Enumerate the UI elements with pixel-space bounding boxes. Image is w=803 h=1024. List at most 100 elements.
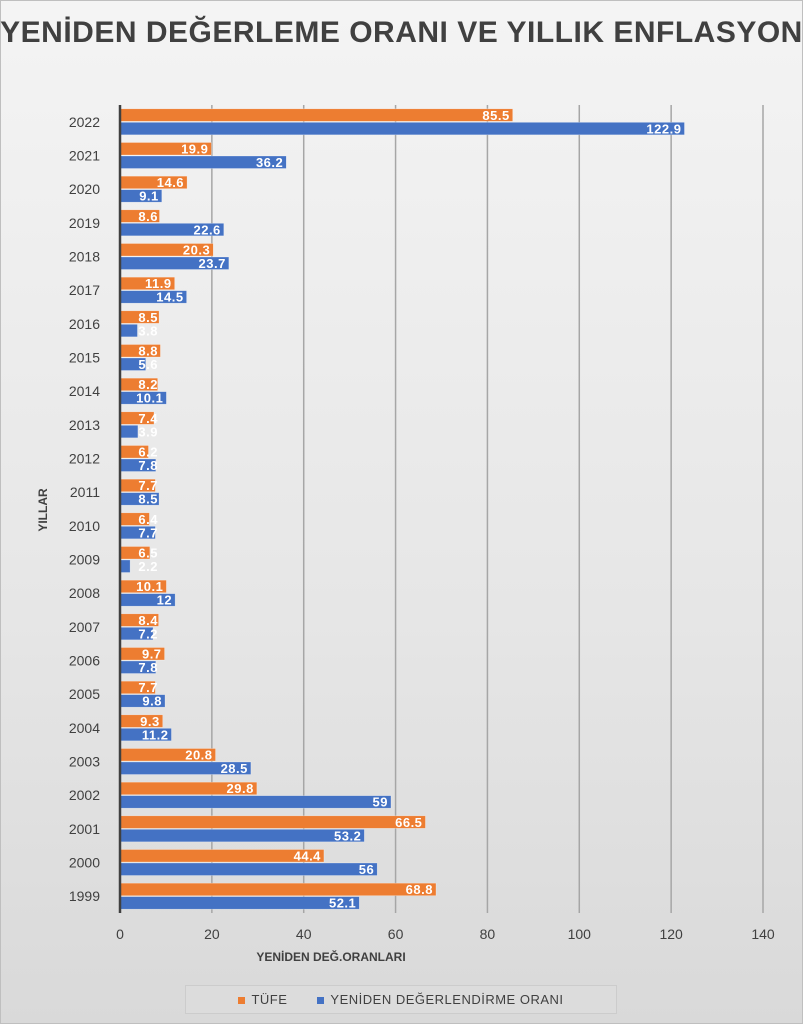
data-label: 36.2 [256, 155, 283, 170]
legend-label: YENİDEN DEĞERLENDİRME ORANI [330, 992, 564, 1007]
y-tick-label: 2021 [69, 148, 100, 164]
y-tick-label: 2013 [69, 417, 100, 433]
x-tick-label: 20 [204, 926, 220, 942]
data-label: 9.8 [142, 694, 162, 709]
data-label: 20.8 [185, 748, 212, 763]
x-tick-label: 140 [751, 926, 775, 942]
y-tick-label: 2000 [69, 855, 100, 871]
y-tick-label: 2011 [70, 484, 100, 500]
data-label: 11.9 [145, 276, 172, 291]
data-label: 7.4 [138, 411, 158, 426]
y-tick-label: 2017 [69, 282, 100, 298]
bar-yeniden [119, 862, 378, 876]
data-label: 122.9 [646, 121, 681, 136]
data-label: 53.2 [334, 828, 361, 843]
data-label: 66.5 [395, 815, 422, 830]
bar-tufe [119, 815, 426, 829]
y-tick-label: 1999 [69, 888, 100, 904]
data-label: 19.9 [181, 142, 208, 157]
x-tick-label: 100 [568, 926, 592, 942]
data-label: 10.1 [136, 579, 163, 594]
data-label: 28.5 [221, 761, 248, 776]
data-label: 22.6 [193, 222, 220, 237]
data-label: 14.6 [157, 175, 184, 190]
y-tick-label: 2015 [69, 350, 100, 366]
data-label: 6.5 [138, 546, 158, 561]
data-label: 7.8 [138, 458, 158, 473]
y-tick-label: 2002 [69, 787, 100, 803]
data-label: 23.7 [199, 256, 226, 271]
data-label: 52.1 [329, 896, 356, 911]
data-label: 20.3 [183, 243, 210, 258]
x-axis-title: YENİDEN DEĞ.ORANLARI [256, 949, 405, 964]
legend: TÜFE YENİDEN DEĞERLENDİRME ORANI [185, 985, 617, 1014]
data-label: 8.4 [138, 613, 158, 628]
y-tick-label: 2020 [69, 181, 100, 197]
bar-yeniden [119, 425, 139, 439]
data-label: 56 [359, 862, 374, 877]
data-label: 6.4 [138, 512, 158, 527]
y-tick-label: 2012 [69, 451, 100, 467]
data-label: 44.4 [294, 849, 322, 864]
data-label: 9.7 [142, 647, 162, 662]
data-label: 59 [373, 795, 388, 810]
data-label: 85.5 [482, 108, 509, 123]
x-tick-label: 40 [296, 926, 312, 942]
y-axis-title: YILLAR [36, 488, 50, 532]
bar-yeniden [119, 122, 685, 136]
bar-yeniden [119, 559, 131, 573]
y-tick-label: 2008 [69, 585, 100, 601]
y-tick-label: 2014 [69, 383, 100, 399]
bar-tufe [119, 882, 437, 896]
data-label: 11.2 [142, 727, 169, 742]
bar-yeniden [119, 324, 138, 338]
x-tick-label: 0 [116, 926, 124, 942]
data-label: 3.9 [138, 424, 158, 439]
data-label: 12 [157, 593, 172, 608]
bar-yeniden [119, 896, 360, 910]
data-label: 68.8 [406, 882, 433, 897]
x-tick-label: 60 [388, 926, 404, 942]
bar-tufe [119, 108, 513, 122]
data-label: 7.7 [138, 525, 158, 540]
data-label: 7.8 [138, 660, 158, 675]
data-label: 8.8 [138, 344, 158, 359]
data-label: 7.2 [138, 626, 158, 641]
y-tick-label: 2009 [69, 552, 100, 568]
legend-item-tufe: TÜFE [238, 992, 287, 1007]
data-label: 8.5 [138, 492, 158, 507]
data-label: 9.1 [139, 189, 159, 204]
data-label: 14.5 [156, 290, 183, 305]
chart-title: YENİDEN DEĞERLEME ORANI VE YILLIK ENFLAS… [0, 16, 803, 49]
data-label: 9.3 [140, 714, 160, 729]
x-tick-label: 80 [480, 926, 496, 942]
data-label: 8.5 [138, 310, 158, 325]
legend-item-yeniden: YENİDEN DEĞERLENDİRME ORANI [317, 992, 563, 1007]
y-tick-label: 2010 [69, 518, 100, 534]
y-tick-label: 2018 [69, 249, 100, 265]
y-tick-label: 2004 [69, 720, 100, 736]
y-tick-label: 2016 [69, 316, 100, 332]
data-label: 7.7 [138, 478, 158, 493]
data-label: 10.1 [136, 391, 163, 406]
y-tick-label: 2019 [69, 215, 100, 231]
bar-yeniden [119, 795, 392, 809]
data-label: 8.2 [138, 377, 158, 392]
data-label: 8.6 [138, 209, 158, 224]
y-tick-label: 2001 [69, 821, 100, 837]
data-label: 7.7 [138, 680, 158, 695]
data-label: 6.2 [138, 445, 158, 460]
y-tick-label: 2007 [69, 619, 100, 635]
data-label: 2.2 [138, 559, 158, 574]
y-tick-label: 2005 [69, 686, 100, 702]
data-label: 5.6 [138, 357, 158, 372]
data-label: 3.8 [138, 323, 158, 338]
legend-label: TÜFE [251, 992, 288, 1007]
x-tick-label: 120 [659, 926, 683, 942]
legend-swatch [238, 997, 246, 1005]
y-tick-label: 2006 [69, 653, 100, 669]
y-tick-label: 2003 [69, 754, 100, 770]
y-tick-label: 2022 [69, 114, 100, 130]
data-label: 29.8 [227, 781, 254, 796]
